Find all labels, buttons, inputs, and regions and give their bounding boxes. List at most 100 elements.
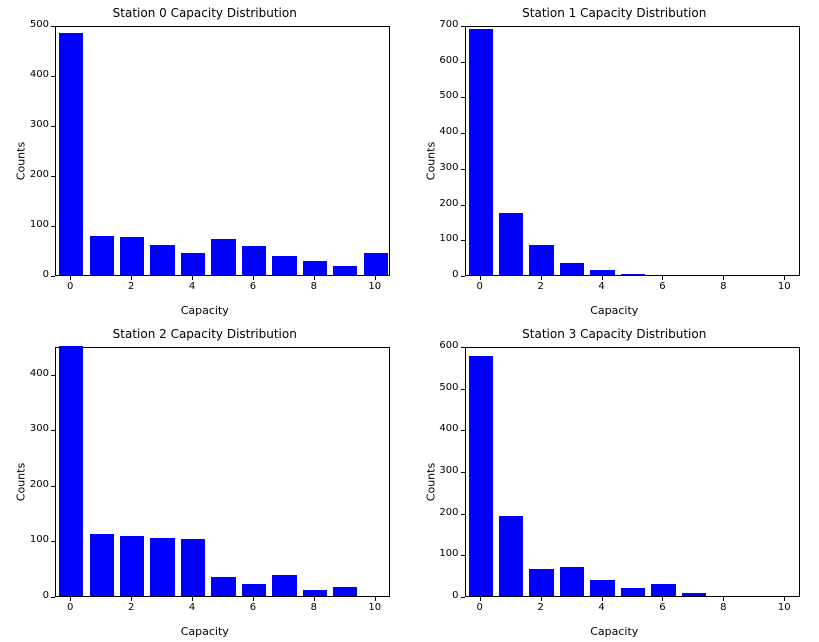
bar (150, 245, 174, 275)
tickmark-x (192, 276, 193, 280)
tickmark-y (461, 240, 465, 241)
tick-y-label: 400 (429, 126, 459, 137)
panel-station3: Station 3 Capacity Distribution Counts C… (410, 321, 819, 642)
panel-station1: Station 1 Capacity Distribution Counts C… (410, 0, 819, 321)
title-station0: Station 0 Capacity Distribution (0, 6, 410, 20)
bar (303, 261, 327, 275)
bar (303, 590, 327, 596)
bar (364, 253, 388, 276)
tick-x-label: 2 (128, 281, 134, 292)
tick-y-label: 500 (429, 382, 459, 393)
tickmark-y (51, 176, 55, 177)
tick-x-label: 6 (659, 281, 665, 292)
plot-area-station1 (465, 26, 800, 276)
tick-x-label: 0 (67, 281, 73, 292)
tickmark-y (461, 389, 465, 390)
tick-y-label: 400 (19, 69, 49, 80)
tickmark-x (723, 597, 724, 601)
tick-x-label: 0 (67, 602, 73, 613)
tickmark-x (314, 597, 315, 601)
tick-x-label: 8 (720, 602, 726, 613)
tickmark-x (602, 597, 603, 601)
tick-x-label: 10 (368, 281, 381, 292)
tick-y-label: 400 (429, 423, 459, 434)
bar (59, 346, 83, 596)
tickmark-x (784, 597, 785, 601)
bar (621, 588, 645, 596)
bar (590, 270, 614, 275)
tickmark-x (314, 276, 315, 280)
tick-x-label: 4 (598, 602, 604, 613)
title-station1: Station 1 Capacity Distribution (410, 6, 819, 20)
tickmark-x (70, 276, 71, 280)
bar (333, 587, 357, 596)
bar (242, 584, 266, 596)
tickmark-x (541, 276, 542, 280)
tickmark-x (541, 597, 542, 601)
tick-y-label: 0 (19, 590, 49, 601)
ylabel-station1: Counts (424, 141, 437, 179)
tick-x-label: 10 (778, 281, 791, 292)
tickmark-y (461, 62, 465, 63)
tickmark-x (784, 276, 785, 280)
bar (181, 253, 205, 276)
bar (469, 29, 493, 275)
bar (333, 266, 357, 275)
tickmark-y (51, 486, 55, 487)
plot-area-station2 (55, 347, 390, 597)
tick-x-label: 10 (368, 602, 381, 613)
tickmark-x (602, 276, 603, 280)
tickmark-y (51, 76, 55, 77)
tick-y-label: 500 (429, 90, 459, 101)
tick-y-label: 300 (19, 423, 49, 434)
tickmark-y (51, 226, 55, 227)
tick-y-label: 200 (429, 198, 459, 209)
tick-x-label: 8 (720, 281, 726, 292)
tickmark-y (51, 541, 55, 542)
tickmark-y (461, 472, 465, 473)
bar (59, 33, 83, 276)
tickmark-y (461, 347, 465, 348)
tick-y-label: 100 (429, 548, 459, 559)
bar (621, 274, 645, 275)
tick-y-label: 300 (429, 162, 459, 173)
bar (150, 538, 174, 596)
tickmark-x (480, 276, 481, 280)
tick-x-label: 6 (250, 602, 256, 613)
tick-x-label: 8 (311, 281, 317, 292)
tick-x-label: 6 (659, 602, 665, 613)
tick-y-label: 0 (429, 590, 459, 601)
tickmark-x (131, 597, 132, 601)
plot-area-station3 (465, 347, 800, 597)
tickmark-y (461, 276, 465, 277)
tick-x-label: 2 (128, 602, 134, 613)
tickmark-y (51, 276, 55, 277)
panel-station0: Station 0 Capacity Distribution Counts C… (0, 0, 410, 321)
title-station3: Station 3 Capacity Distribution (410, 327, 819, 341)
bar (120, 237, 144, 276)
bar (499, 213, 523, 276)
subplot-grid: Station 0 Capacity Distribution Counts C… (0, 0, 819, 642)
bar (211, 577, 235, 596)
tick-x-label: 2 (537, 602, 543, 613)
tickmark-y (51, 430, 55, 431)
panel-station2: Station 2 Capacity Distribution Counts C… (0, 321, 410, 642)
tickmark-y (51, 375, 55, 376)
plot-area-station0 (55, 26, 390, 276)
tick-y-label: 100 (19, 534, 49, 545)
title-station2: Station 2 Capacity Distribution (0, 327, 410, 341)
bar (529, 245, 553, 275)
bar (560, 263, 584, 276)
tick-y-label: 0 (429, 269, 459, 280)
tickmark-x (662, 597, 663, 601)
tick-y-label: 600 (429, 55, 459, 66)
tick-x-label: 10 (778, 602, 791, 613)
tick-x-label: 0 (477, 281, 483, 292)
tick-x-label: 4 (189, 602, 195, 613)
tick-y-label: 200 (429, 507, 459, 518)
tick-y-label: 100 (19, 219, 49, 230)
bar (499, 516, 523, 596)
tickmark-x (375, 276, 376, 280)
tick-x-label: 4 (189, 281, 195, 292)
tickmark-y (461, 97, 465, 98)
